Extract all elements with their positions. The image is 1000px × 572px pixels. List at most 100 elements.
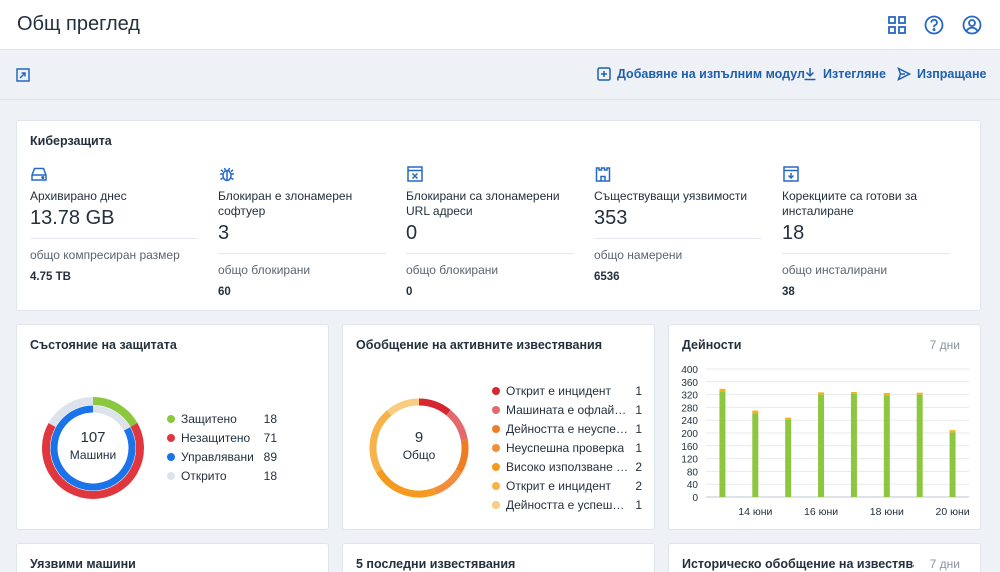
bar-1-6[interactable]: [916, 392, 923, 395]
history-alerts-card: Историческо обобщение на известяван... 7…: [668, 543, 981, 572]
legend-value: 1: [635, 384, 642, 398]
download-button[interactable]: Изтегляне: [803, 67, 886, 81]
patches-label: Корекциите са готови за инсталиране: [782, 189, 918, 218]
malware-value: 3: [218, 222, 230, 244]
vulnerable-machines-card: Уязвими машини: [16, 543, 329, 572]
alerts-legend-item[interactable]: Открит е инцидент 1: [492, 384, 644, 398]
y-tick-label: 80: [687, 467, 699, 478]
donut-outer-открито: [48, 397, 94, 428]
bar-1-5[interactable]: [883, 393, 890, 396]
protection-legend-item[interactable]: Защитено 18: [167, 412, 277, 426]
alerts-legend-item[interactable]: Дейността е успешна... 1: [492, 498, 644, 512]
bar-1-3[interactable]: [818, 392, 825, 395]
malware-sub-label: общо блокирани: [218, 263, 311, 277]
alerts-donut-segment: [376, 469, 436, 498]
vulnerabilities-column: Съществуващи уязвимости 353 общо намерен…: [594, 165, 766, 283]
legend-dot: [492, 406, 500, 414]
grid-apps-icon[interactable]: [886, 14, 908, 36]
bar-0-4[interactable]: [850, 393, 857, 497]
backup-column: Архивирано днес 13.78 GB общо компресира…: [30, 165, 202, 283]
url-sub-label: общо блокирани: [406, 263, 499, 277]
send-label: Изпращане: [917, 67, 987, 81]
legend-label: Неуспешна проверка: [506, 441, 625, 455]
bar-0-3[interactable]: [818, 394, 825, 497]
blocked-url-icon: [406, 165, 424, 183]
url-column: Блокирани са злонамерени URL адреси 0 об…: [406, 165, 578, 298]
legend-label: Управлявани: [181, 450, 254, 464]
vulnerabilities-value: 353: [594, 207, 628, 229]
malware-label: Блокиран е злонамерен софтуер: [218, 189, 353, 218]
url-sub-value: 0: [406, 286, 413, 298]
divider: [30, 238, 198, 239]
vulnerable-machines-title: Уязвими машини: [30, 557, 136, 571]
install-box-icon: [782, 165, 800, 183]
page-header: Общ преглед: [0, 0, 1000, 50]
bar-0-6[interactable]: [916, 394, 923, 497]
history-alerts-title: Историческо обобщение на известяван...: [682, 557, 914, 571]
protection-donut-chart: [42, 397, 144, 499]
vulnerabilities-sub-label: общо намерени: [594, 248, 683, 262]
bar-1-7[interactable]: [949, 430, 956, 433]
add-runner-button[interactable]: Добавяне на изпълним модул: [597, 67, 805, 81]
patches-column: Корекциите са готови за инсталиране 18 о…: [782, 165, 954, 298]
legend-value: 1: [635, 441, 642, 455]
protection-legend-item[interactable]: Открито 18: [167, 469, 277, 483]
help-icon[interactable]: [923, 14, 945, 36]
bar-0-2[interactable]: [785, 419, 792, 497]
divider: [406, 253, 574, 254]
divider: [594, 238, 762, 239]
bar-1-2[interactable]: [785, 417, 792, 420]
protection-donut-center: 107 Машини: [38, 429, 148, 462]
download-icon: [804, 68, 816, 81]
alerts-summary-card: Обобщение на активните известявания 9 Об…: [342, 324, 655, 530]
cyber-protection-title: Киберзащита: [30, 134, 112, 148]
legend-label: Защитено: [181, 412, 237, 426]
y-tick-label: 160: [681, 442, 698, 453]
bar-0-0[interactable]: [719, 391, 726, 497]
restore-layout-icon[interactable]: [16, 68, 30, 82]
machines-label: Машини: [69, 448, 117, 462]
bar-1-4[interactable]: [850, 392, 857, 394]
alerts-legend-item[interactable]: Високо използване н... 2: [492, 460, 644, 474]
y-tick-label: 120: [681, 455, 698, 466]
alerts-donut-center: 9 Общо: [367, 429, 471, 462]
activities-title: Дейности: [682, 338, 742, 352]
alerts-legend-item[interactable]: Открит е инцидент 2: [492, 479, 644, 493]
bar-1-1[interactable]: [752, 410, 759, 414]
last-alerts-title: 5 последни известявания: [356, 557, 516, 571]
alerts-donut-segment: [433, 469, 462, 495]
legend-dot: [492, 387, 500, 395]
send-button[interactable]: Изпращане: [897, 67, 987, 81]
protection-legend-item[interactable]: Незащитено 71: [167, 431, 277, 445]
alerts-legend-item[interactable]: Дейността е неуспеш... 1: [492, 422, 644, 436]
legend-dot: [167, 472, 175, 480]
history-period[interactable]: 7 дни: [929, 557, 960, 571]
bar-0-1[interactable]: [752, 413, 759, 497]
legend-dot: [492, 463, 500, 471]
alerts-donut-chart: [369, 398, 469, 498]
legend-value: 2: [635, 479, 642, 493]
protection-legend-item[interactable]: Управлявани 89: [167, 450, 277, 464]
bar-0-7[interactable]: [949, 432, 956, 497]
bar-0-5[interactable]: [883, 395, 890, 497]
alerts-legend-item[interactable]: Неуспешна проверка 1: [492, 441, 644, 455]
user-profile-icon[interactable]: [961, 14, 983, 36]
alerts-donut-segment: [387, 398, 420, 416]
activities-period[interactable]: 7 дни: [929, 338, 960, 352]
legend-label: Дейността е успешна...: [506, 498, 630, 512]
x-tick-label: 20 юни: [935, 506, 969, 518]
x-tick-label: 16 юни: [804, 506, 838, 518]
legend-dot: [492, 444, 500, 452]
legend-label: Открит е инцидент: [506, 479, 611, 493]
alerts-summary-title: Обобщение на активните известявания: [356, 338, 602, 352]
castle-icon: [594, 165, 612, 183]
alerts-legend-item[interactable]: Машината е офлайн ... 1: [492, 403, 644, 417]
legend-dot: [167, 415, 175, 423]
legend-value: 1: [635, 422, 642, 436]
legend-label: Високо използване н...: [506, 460, 630, 474]
last-alerts-card: 5 последни известявания: [342, 543, 655, 572]
donut-inner-other: [92, 405, 130, 431]
protection-status-title: Състояние на защитата: [30, 338, 177, 352]
alerts-donut-segment: [446, 410, 468, 441]
bar-1-0[interactable]: [719, 388, 726, 392]
